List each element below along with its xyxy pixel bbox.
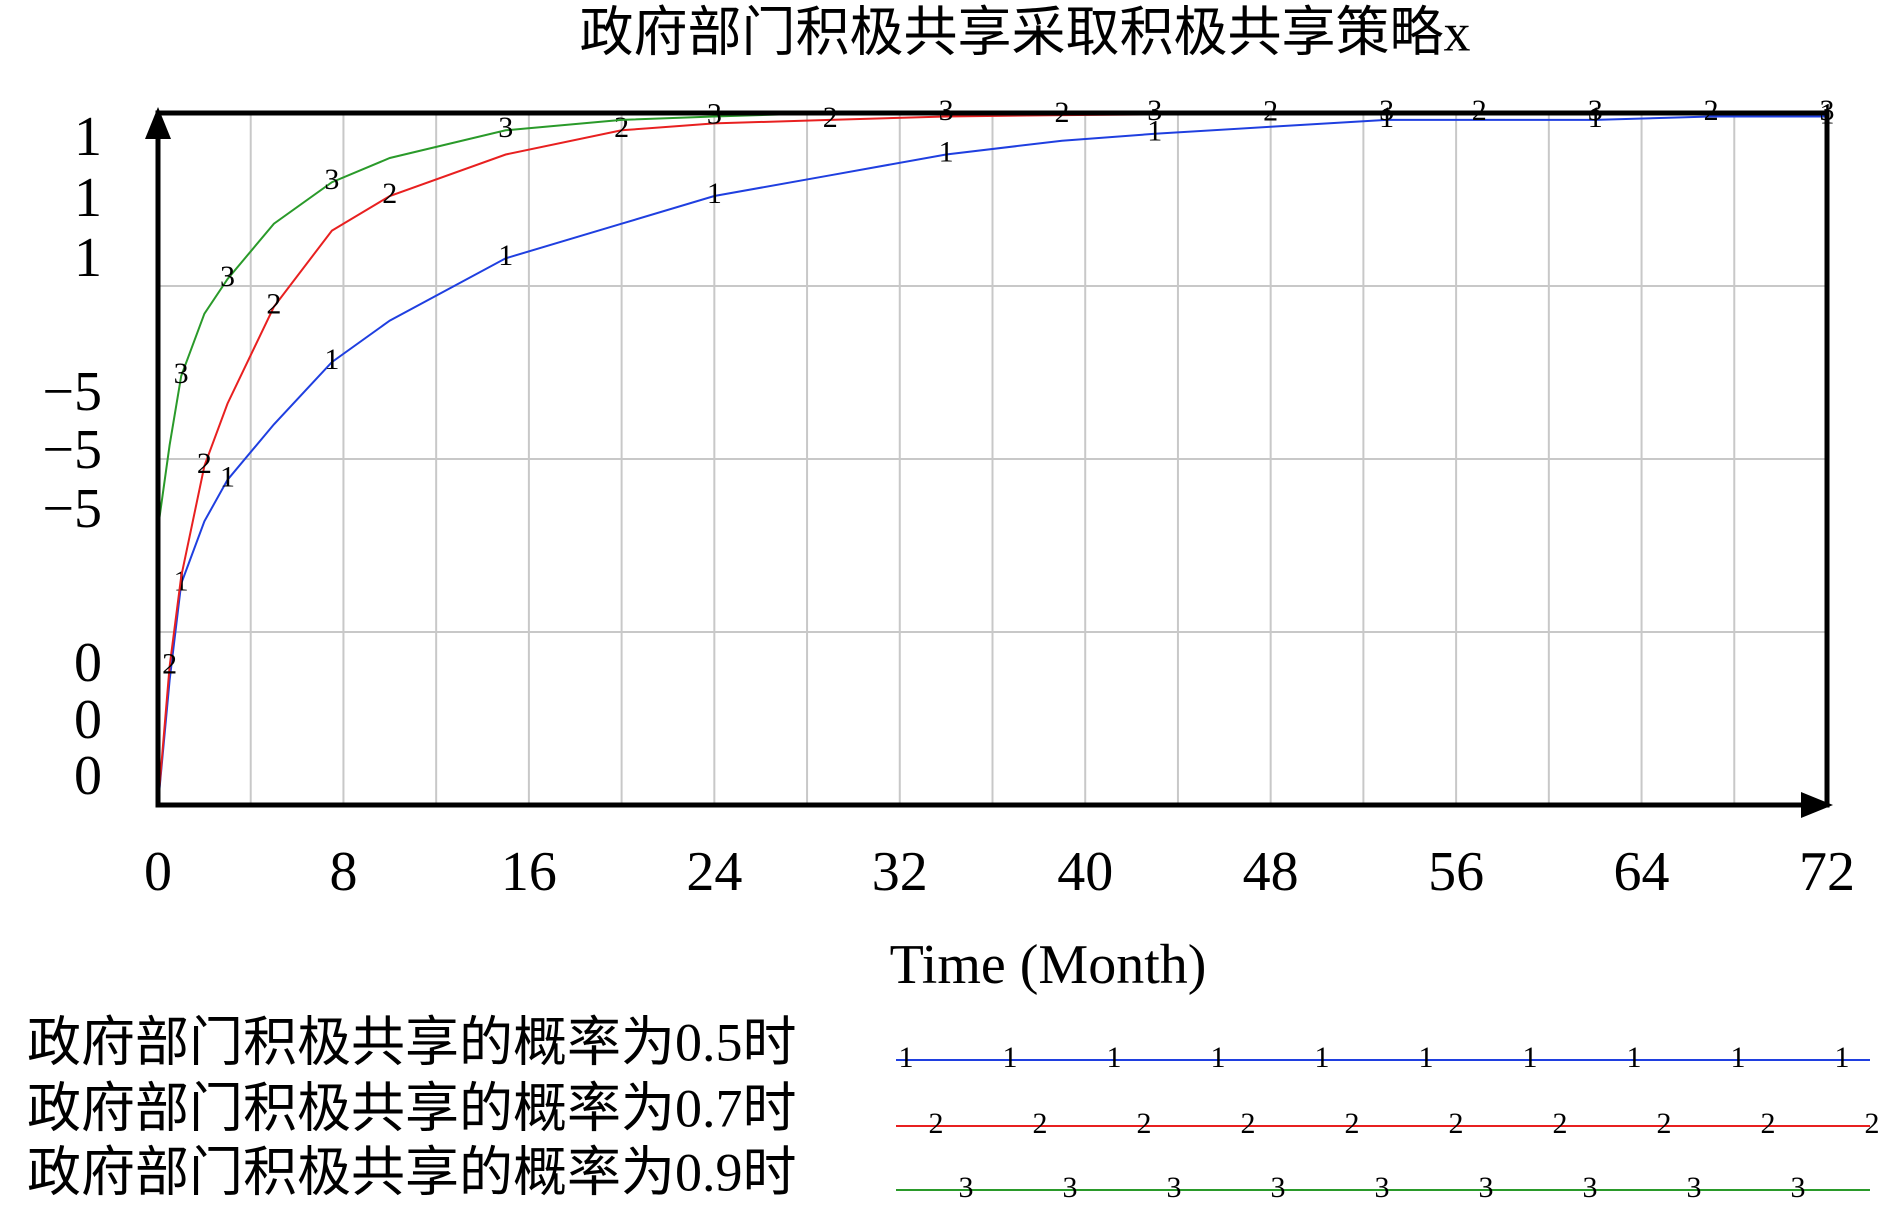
- legend-marker: 2: [1553, 1107, 1568, 1140]
- series-marker: 1: [1379, 101, 1394, 134]
- legend-marker: 2: [1137, 1107, 1152, 1140]
- legend-marker: 1: [1315, 1041, 1330, 1074]
- legend-marker: 1: [1003, 1041, 1018, 1074]
- legend-marker: 1: [1523, 1041, 1538, 1074]
- y-axis-arrow: [145, 107, 171, 139]
- series-marker: 3: [1588, 94, 1603, 127]
- y-axis-label: 1: [74, 227, 102, 289]
- legend-marker: 1: [1731, 1041, 1746, 1074]
- series-marker: 2: [823, 101, 838, 134]
- series-marker: 2: [1472, 94, 1487, 127]
- y-axis-label: 0: [74, 689, 102, 751]
- legend-marker: 2: [1449, 1107, 1464, 1140]
- series-marker: 1: [707, 177, 722, 210]
- series-line: [157, 115, 1827, 806]
- x-tick-label: 24: [686, 841, 742, 903]
- x-axis-label: Time (Month): [890, 934, 1207, 996]
- x-tick-label: 40: [1057, 841, 1113, 903]
- series-marker: 1: [498, 239, 513, 272]
- chart-title: 政府部门积极共享采取积极共享策略x: [580, 2, 1471, 62]
- y-axis-label: −5: [42, 361, 102, 423]
- legend-marker: 3: [1063, 1171, 1078, 1204]
- y-axis-label: −5: [42, 419, 102, 481]
- legend-marker: 2: [1033, 1107, 1048, 1140]
- legend-marker: 3: [1791, 1171, 1806, 1204]
- y-axis-label: 0: [74, 745, 102, 807]
- series-marker: 2: [162, 647, 177, 680]
- series-marker: 3: [1820, 94, 1835, 127]
- legend-marker: 1: [1627, 1041, 1642, 1074]
- y-axis-label: 1: [74, 106, 102, 168]
- series-marker: 3: [174, 357, 189, 390]
- legend-marker: 2: [1345, 1107, 1360, 1140]
- series-marker: 1: [220, 461, 235, 494]
- x-tick-label: 64: [1614, 841, 1670, 903]
- series-marker: 3: [1147, 94, 1162, 127]
- y-axis-label: −5: [42, 478, 102, 540]
- legend-label: 政府部门积极共享的概率为0.5时: [27, 1012, 797, 1072]
- legend-marker: 1: [1419, 1041, 1434, 1074]
- series-marker: 2: [197, 447, 212, 480]
- y-axis-label: 1: [74, 167, 102, 229]
- series-marker: 1: [1147, 115, 1162, 148]
- x-tick-label: 72: [1799, 841, 1855, 903]
- x-tick-label: 8: [329, 841, 357, 903]
- series-marker: 2: [266, 288, 281, 321]
- series-marker: 2: [1704, 94, 1719, 127]
- x-tick-label: 48: [1243, 841, 1299, 903]
- legend-marker: 2: [1241, 1107, 1256, 1140]
- legend-marker: 1: [1107, 1041, 1122, 1074]
- series-marker: 3: [324, 163, 339, 196]
- legend-marker: 3: [1375, 1171, 1390, 1204]
- series-marker: 2: [382, 177, 397, 210]
- legend-marker: 2: [1865, 1107, 1880, 1140]
- legend-marker: 1: [1835, 1041, 1850, 1074]
- series-marker: 3: [1379, 94, 1394, 127]
- legend-marker: 3: [1583, 1171, 1598, 1204]
- legend-marker: 3: [1479, 1171, 1494, 1204]
- series-marker: 1: [324, 343, 339, 376]
- plot-frame: [155, 110, 1830, 808]
- series-marker: 3: [939, 94, 954, 127]
- legend-marker: 3: [1687, 1171, 1702, 1204]
- series-marker: 2: [614, 111, 629, 144]
- x-tick-label: 16: [501, 841, 557, 903]
- series-marker: 1: [939, 135, 954, 168]
- legend-marker: 2: [1761, 1107, 1776, 1140]
- series-marker: 3: [498, 111, 513, 144]
- series-marker: 3: [220, 260, 235, 293]
- series-marker: 1: [1588, 101, 1603, 134]
- legend-marker: 2: [1657, 1107, 1672, 1140]
- legend-marker: 3: [959, 1171, 974, 1204]
- x-axis-arrow: [1801, 792, 1833, 818]
- legend-marker: 1: [1211, 1041, 1226, 1074]
- x-tick-label: 56: [1428, 841, 1484, 903]
- legend-label: 政府部门积极共享的概率为0.9时: [27, 1142, 797, 1202]
- x-tick-label: 32: [872, 841, 928, 903]
- y-axis-label: 0: [74, 632, 102, 694]
- legend-marker: 2: [929, 1107, 944, 1140]
- x-tick-label: 0: [144, 841, 172, 903]
- legend-marker: 3: [1167, 1171, 1182, 1204]
- legend-marker: 3: [1271, 1171, 1286, 1204]
- legend-marker: 1: [899, 1041, 914, 1074]
- legend-label: 政府部门积极共享的概率为0.7时: [27, 1078, 797, 1138]
